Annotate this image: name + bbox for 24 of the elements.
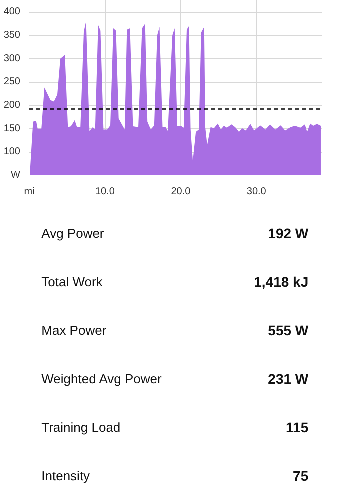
text: 192 W	[268, 226, 309, 242]
y-tick-label: 400	[4, 6, 21, 18]
x-tick-label: mi	[24, 186, 35, 198]
y-tick-label: 250	[4, 76, 21, 88]
category-label: Total Work	[42, 274, 104, 290]
y-tick-label: 100	[4, 146, 21, 158]
text: 555 W	[268, 322, 309, 338]
text: 75	[293, 468, 309, 484]
text: 1,418 kJ	[254, 274, 309, 290]
category-label: Weighted Avg Power	[42, 372, 163, 386]
category-label: Intensity	[42, 468, 91, 484]
x-tick-label: 10.0	[95, 186, 116, 198]
y-tick-label: W	[11, 170, 22, 181]
category-label: Training Load	[42, 420, 121, 435]
y-tick-label: 300	[4, 53, 21, 64]
x-tick-label: 20.0	[171, 186, 192, 198]
text: 115	[286, 420, 309, 436]
category-label: Max Power	[42, 323, 108, 338]
text: 231 W	[268, 371, 309, 387]
category-label: Avg Power	[42, 226, 105, 241]
y-tick-label: 350	[4, 30, 21, 41]
y-tick-label: 150	[4, 123, 21, 134]
y-tick-label: 200	[4, 100, 21, 111]
x-tick-label: 30.0	[246, 186, 267, 198]
